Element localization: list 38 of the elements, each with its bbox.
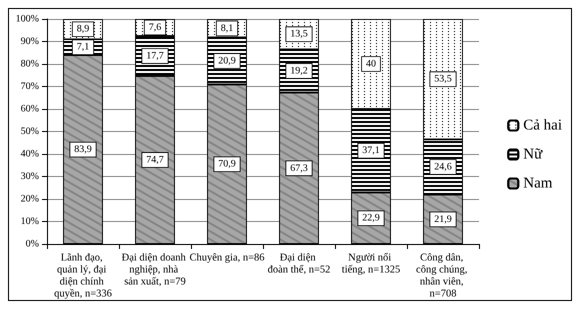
data-label: 24,6 — [434, 162, 452, 173]
y-tick-label: 10% — [20, 216, 39, 227]
data-label: 53,5 — [434, 74, 452, 85]
x-tick-label: Đại diện đoàn thể, n=52 — [268, 252, 330, 276]
data-label: 13,5 — [290, 28, 308, 40]
data-label: 40 — [366, 58, 376, 70]
y-tick-label: 60% — [20, 104, 39, 114]
y-tick-label: 40% — [20, 148, 39, 160]
x-tick-label: Công dân, công chúng, nhân viên, n=708 — [416, 252, 470, 300]
legend-label: Cả hai — [523, 118, 562, 134]
data-label: 8,9 — [76, 24, 90, 35]
y-tick-label: 80% — [20, 58, 39, 70]
data-label: 74,7 — [146, 154, 164, 166]
y-tick-label: 20% — [20, 194, 39, 204]
data-label: 67,3 — [290, 162, 308, 174]
data-label: 21,9 — [434, 214, 452, 225]
data-label: 8,1 — [220, 22, 234, 34]
legend-label: Nữ — [523, 146, 544, 162]
y-tick-label: 50% — [20, 126, 39, 137]
data-label: 37,1 — [362, 145, 380, 156]
y-tick-label: 30% — [20, 171, 39, 182]
data-label: 83,9 — [74, 144, 92, 156]
y-tick-label: 100% — [16, 14, 39, 24]
data-label: 7,1 — [76, 42, 90, 53]
y-tick-label: 70% — [20, 81, 39, 92]
data-label: 19,2 — [290, 65, 308, 76]
legend-label: Nam — [523, 176, 553, 192]
x-tick-label: Lãnh đạo, quản lý, đại diện chính quyền, n=336 — [54, 252, 112, 300]
x-tick-label: Người nổi tiếng, n=1325 — [342, 252, 400, 276]
x-tick-label: Chuyên gia, n=86 — [189, 252, 265, 264]
data-label: 17,7 — [146, 50, 164, 62]
x-tick-label: Đại diện doanh nghiệp, nhà sản xuất, n=79 — [122, 252, 188, 288]
y-tick-label: 0% — [26, 238, 39, 250]
data-label: 70,9 — [218, 158, 236, 170]
data-label: 20,9 — [218, 55, 236, 66]
y-tick-label: 90% — [20, 36, 39, 47]
data-label: 22,9 — [362, 212, 380, 224]
data-label: 7,6 — [148, 22, 162, 34]
